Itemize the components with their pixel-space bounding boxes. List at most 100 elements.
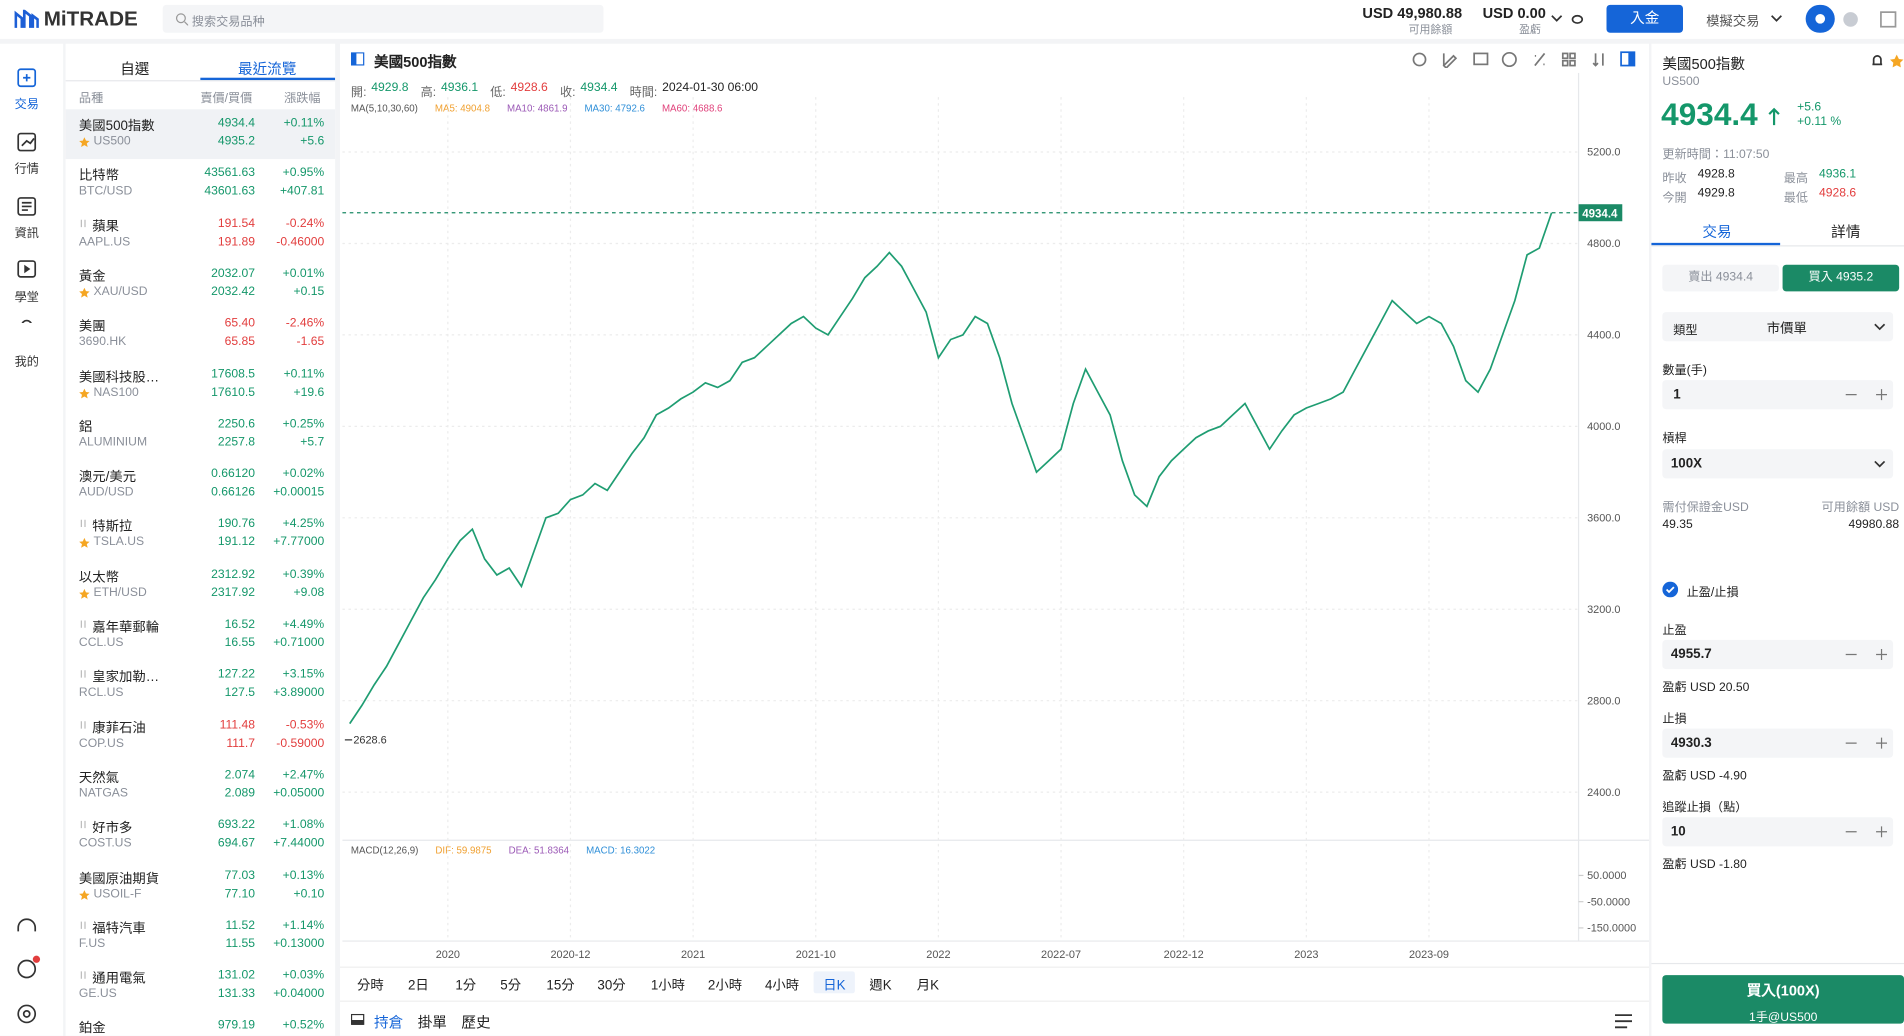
buy-price: 2032.42 — [211, 285, 256, 299]
ohlc-line: 開: 4929.8 高: 4936.1 低: 4928.6 收: 4934.4 時間: 2024-… — [351, 81, 765, 99]
star[interactable] — [79, 137, 90, 148]
change-pct: +0.01% — [282, 267, 325, 281]
period-tab[interactable]: 2小時 — [707, 978, 743, 994]
x-tick-label: 2022-12 — [1164, 949, 1204, 961]
stepper[interactable] — [1845, 736, 1889, 751]
nav-item[interactable]: 學堂 — [14, 291, 39, 305]
instrument-code: CCL.US — [78, 636, 124, 650]
period-tab[interactable]: 15分 — [546, 978, 575, 994]
watchlist-row[interactable]: 天然氣 NATGAS 2.074 2.089 +2.47% +0.05000 — [66, 761, 336, 811]
period-tab[interactable]: 2日 — [408, 978, 429, 994]
stat-value: 4928.8 — [1697, 167, 1735, 181]
watchlist-row[interactable]: 美國500指數 US500 4934.4 4935.2 +0.11% +5.6 — [65, 109, 336, 160]
panel-tab[interactable]: 詳情 — [1831, 223, 1861, 241]
watchlist-row[interactable]: 康菲石油 COP.US 111.48 111.7 -0.53% -0.59000 — [66, 711, 336, 761]
bottom-tab[interactable]: 持倉 — [374, 1013, 404, 1031]
deposit-button[interactable]: 入金 — [1606, 4, 1684, 33]
star[interactable] — [79, 588, 90, 600]
watchlist-tab[interactable]: 最近流覽 — [238, 60, 297, 78]
buy-button[interactable]: 買入 4935.2 — [1782, 264, 1900, 292]
change: +19.6 — [293, 385, 325, 399]
watchlist-row[interactable]: 通用電氣 GE.US 131.02 131.33 +0.03% +0.04000 — [66, 962, 336, 1012]
watchlist-row[interactable]: 嘉年華郵輪 CCL.US 16.52 16.55 +4.49% +0.71000 — [66, 611, 336, 661]
leverage-select[interactable]: 100X — [1662, 449, 1894, 479]
period-tab[interactable]: 4小時 — [765, 978, 800, 994]
ohlc-item: 4936.1 — [440, 81, 479, 95]
panel-tab[interactable]: 交易 — [1702, 223, 1732, 241]
order-type[interactable]: 類型 市價單 — [1662, 312, 1894, 342]
mode-select[interactable]: 模擬交易 — [1706, 14, 1760, 30]
active-period-bg — [813, 971, 855, 994]
available-label: 可用餘額 USD — [1821, 501, 1900, 515]
watchlist-row[interactable]: 美國科技股… NAS100 17608.5 17610.5 +0.11% +19.6 — [66, 360, 336, 410]
watchlist-row[interactable]: 蘋果 AAPL.US 191.54 191.89 -0.24% -0.46000 — [66, 210, 336, 260]
nav-footer-icons[interactable] — [15, 913, 42, 1028]
period-tab[interactable]: 30分 — [597, 978, 626, 994]
y-tick-label: 4800.0 — [1587, 238, 1620, 250]
trail-input[interactable]: 10 — [1662, 817, 1894, 847]
balance-label: 可用餘額 — [1408, 23, 1453, 36]
watchlist-row[interactable]: 美團 3690.HK 65.40 65.85 -2.46% -1.65 — [66, 310, 336, 360]
watchlist-row[interactable]: 澳元/美元 AUD/USD 0.66120 0.66126 +0.02% +0.00015 — [66, 460, 336, 510]
nav-item[interactable]: 行情 — [14, 162, 39, 177]
chart-icon — [350, 52, 365, 66]
tp-input[interactable]: 4955.7 — [1662, 639, 1894, 670]
watchlist-row[interactable]: 美國原油期貨 USOIL-F 77.03 77.10 +0.13% +0.10 — [66, 862, 336, 912]
watchlist-row[interactable]: 鋁 ALUMINIUM 2250.6 2257.8 +0.25% +5.7 — [66, 410, 336, 460]
watchlist-row[interactable]: 皇家加勒… RCL.US 127.22 127.5 +3.15% +3.89000 — [66, 661, 336, 711]
period-tab[interactable]: 1分 — [455, 978, 477, 994]
submit-label: 買入(100X) — [1746, 982, 1820, 1000]
nav-icons — [17, 68, 37, 324]
watchlist-row[interactable]: 鉑金 979.19 +0.52% — [66, 1012, 336, 1036]
stepper[interactable] — [1845, 825, 1889, 840]
watchlist-row[interactable]: 特斯拉 TSLA.US 190.76 191.12 +4.25% +7.77000 — [66, 510, 336, 560]
bottom-tab[interactable]: 歷史 — [461, 1013, 491, 1031]
ma-item: MA60: 4688.6 — [661, 103, 723, 115]
stepper[interactable] — [1845, 647, 1889, 662]
light-theme[interactable] — [1805, 4, 1835, 33]
watchlist-row[interactable]: 福特汽車 F.US 11.52 11.55 +1.14% +0.13000 — [66, 912, 336, 962]
bell-star[interactable] — [1870, 53, 1904, 68]
menu-icon[interactable] — [1615, 1014, 1633, 1029]
buy-price: 694.67 — [217, 836, 256, 851]
chart-tools[interactable] — [1411, 51, 1642, 69]
buy-price: 2.089 — [224, 786, 256, 801]
change-pct: +0.25% — [282, 417, 325, 431]
sl-input[interactable]: 4930.3 — [1662, 728, 1894, 758]
star[interactable] — [79, 387, 90, 399]
qty-input[interactable]: 1 — [1662, 380, 1894, 410]
checkbox[interactable] — [1662, 581, 1679, 598]
theme-icons[interactable] — [1841, 9, 1902, 31]
watchlist-row[interactable]: 以太幣 ETH/USD 2312.92 2317.92 +0.39% +9.08 — [66, 561, 336, 611]
change: +407.81 — [279, 184, 325, 199]
change: +0.10 — [293, 887, 325, 901]
macd-item: MACD(12,26,9) — [350, 845, 419, 857]
period-tab[interactable]: 週K — [869, 978, 892, 994]
sell-button[interactable]: 賣出 4934.4 — [1662, 264, 1779, 292]
submit-button[interactable]: 買入(100X) 1手@US500 — [1662, 975, 1904, 1025]
star[interactable] — [79, 538, 90, 549]
macd-tick-label: -50.0000 — [1587, 896, 1630, 908]
instrument-name: 美團 — [78, 319, 106, 335]
pnl-toggles[interactable] — [1551, 13, 1590, 25]
period-tab[interactable]: 分時 — [357, 978, 384, 994]
sell-price: 77.03 — [224, 868, 256, 883]
nav-item[interactable]: 我的 — [14, 355, 39, 370]
star[interactable] — [79, 889, 90, 900]
watchlist-row[interactable]: 比特幣 BTC/USD 43561.63 43601.63 +0.95% +407.81 — [66, 159, 336, 209]
watchlist-row[interactable]: 黃金 XAU/USD 2032.07 2032.42 +0.01% +0.15 — [66, 260, 336, 310]
period-tab[interactable]: 1小時 — [650, 978, 686, 994]
period-tab[interactable]: 月K — [916, 978, 940, 994]
search-box[interactable]: 搜索交易品种 — [162, 4, 604, 33]
period-tab[interactable]: 5分 — [500, 978, 522, 994]
watchlist-row[interactable]: 好市多 COST.US 693.22 694.67 +1.08% +7.44000 — [66, 811, 336, 861]
stepper[interactable] — [1845, 387, 1889, 402]
watchlist-tab[interactable]: 自選 — [120, 60, 150, 78]
tpsl-toggle[interactable]: 止盈/止損 — [1686, 586, 1739, 600]
nav-item[interactable]: 資訊 — [14, 227, 39, 241]
ma-item: MA5: 4904.8 — [434, 103, 490, 115]
bottom-tab[interactable]: 掛單 — [417, 1013, 447, 1031]
star[interactable] — [79, 287, 90, 299]
nav-item[interactable]: 交易 — [14, 98, 39, 112]
period-tab[interactable]: 日K — [823, 978, 846, 994]
